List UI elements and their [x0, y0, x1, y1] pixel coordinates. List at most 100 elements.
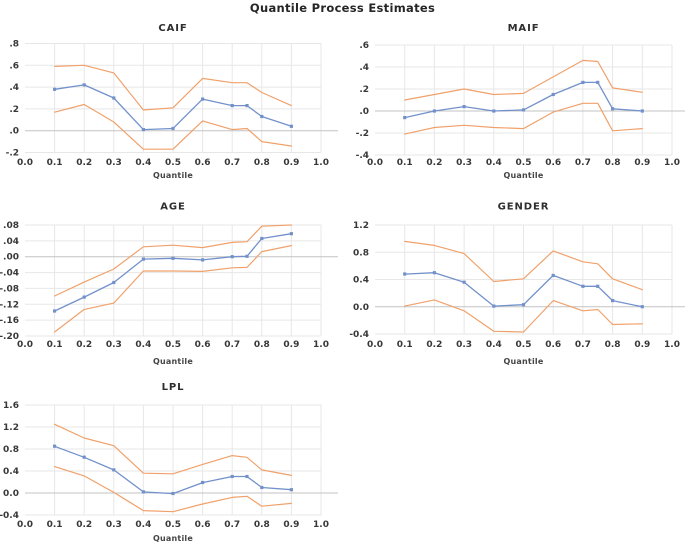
y-tick-label: -.20	[0, 332, 19, 342]
x-tick-label: 0.4	[135, 158, 151, 168]
x-tick-label: 0.9	[634, 158, 650, 168]
x-tick-label: 0.5	[165, 158, 181, 168]
x-tick-label: 0.8	[605, 340, 621, 350]
x-tick-label: 0.1	[397, 340, 413, 350]
y-tick-label: .2	[359, 85, 369, 95]
estimate-marker	[521, 108, 526, 112]
chart-title: CAIF	[158, 23, 187, 34]
y-tick-label: -.2	[6, 149, 19, 159]
y-tick-label: .6	[9, 61, 19, 71]
y-tick-label: .4	[359, 63, 369, 73]
y-tick-label: 0.4	[3, 467, 19, 477]
upper-band-line	[53, 423, 292, 476]
estimate-marker	[260, 236, 264, 241]
y-tick-label: 0.8	[353, 248, 369, 258]
estimate-marker	[640, 305, 644, 309]
estimate-marker	[171, 256, 175, 260]
estimate-marker	[230, 474, 234, 479]
chart-maif: .6 .4 .2 .0 -.2 -.40.0 0.1 0.2 0.3 0.4 0.5 0.6 0.7 0.…	[356, 23, 685, 180]
upper-band-line	[404, 240, 643, 291]
y-tick-label: -0.4	[0, 511, 19, 521]
x-tick-label: 0.2	[426, 340, 442, 350]
estimate-marker	[432, 109, 436, 113]
estimate-line	[53, 445, 293, 495]
x-tick-label: 0.7	[224, 520, 240, 530]
lower-band-line	[404, 102, 643, 135]
estimate-marker	[201, 480, 205, 485]
estimate-line	[53, 84, 293, 131]
y-tick-label: .04	[3, 237, 19, 247]
x-tick-label: 0.0	[367, 158, 383, 168]
estimate-marker	[521, 303, 526, 307]
estimate-marker	[432, 271, 436, 275]
x-tick-label: 1.0	[664, 340, 680, 350]
estimate-marker	[230, 255, 234, 259]
estimate-marker	[171, 491, 175, 496]
y-tick-label: -.16	[0, 316, 19, 326]
x-tick-label: 0.4	[135, 520, 151, 530]
y-tick-label: .8	[9, 40, 19, 50]
x-tick-label: 0.3	[456, 158, 472, 168]
estimate-marker	[141, 128, 145, 132]
estimate-marker	[53, 309, 57, 313]
estimate-marker	[201, 97, 205, 101]
estimate-marker	[82, 83, 86, 87]
estimate-marker	[260, 114, 264, 119]
y-tick-label: -.04	[0, 269, 19, 279]
x-tick-label: 0.6	[195, 340, 211, 350]
estimate-marker	[141, 490, 145, 494]
estimate-marker	[403, 272, 407, 276]
lower-band-line	[53, 103, 292, 150]
x-tick-label: 0.4	[486, 158, 502, 168]
estimate-marker	[462, 105, 466, 109]
estimate-marker	[462, 280, 466, 284]
x-tick-label: 0.0	[17, 340, 33, 350]
y-tick-label: -.12	[0, 300, 19, 310]
xaxis-title: Quantile	[153, 357, 193, 366]
estimate-marker	[82, 295, 86, 299]
estimate-marker	[640, 109, 644, 113]
y-tick-label: 1.2	[353, 221, 369, 231]
x-tick-label: 0.3	[106, 340, 122, 350]
estimate-marker	[141, 257, 145, 261]
estimate-marker	[53, 444, 57, 448]
chart-title: LPL	[162, 382, 185, 393]
x-tick-label: 0.8	[254, 158, 270, 168]
xaxis-title: Quantile	[153, 534, 193, 543]
x-tick-label: 1.0	[313, 520, 329, 530]
estimate-marker	[551, 92, 555, 97]
estimate-marker	[245, 104, 249, 108]
chart-title: GENDER	[498, 202, 550, 213]
x-tick-label: 0.2	[76, 340, 92, 350]
xaxis-title: Quantile	[504, 357, 544, 366]
estimate-marker	[611, 299, 615, 303]
x-tick-label: 0.7	[224, 158, 240, 168]
upper-band-line	[53, 64, 292, 111]
x-tick-label: 0.6	[545, 340, 561, 350]
x-tick-label: 0.2	[76, 158, 92, 168]
x-tick-label: 0.1	[47, 520, 63, 530]
y-tick-label: 1.2	[3, 423, 19, 433]
x-tick-label: 0.5	[516, 158, 532, 168]
estimate-marker	[581, 80, 585, 84]
chart-lpl: 1.61.20.80.40.0-0.40.0 0.1 0.2 0.3 0.4 0.5 0.6…	[0, 382, 338, 543]
estimate-line	[53, 233, 293, 312]
x-tick-label: 1.0	[313, 158, 329, 168]
x-tick-label: 0.0	[367, 340, 383, 350]
y-tick-label: .6	[359, 41, 369, 51]
chart-age: .08 .04 .00 -.04 -.08 -.12 -.16 -.200.0 0.1 0.2 0.…	[0, 202, 338, 366]
chart-title: MAIF	[508, 23, 540, 34]
estimate-marker	[289, 124, 293, 128]
estimate-marker	[230, 104, 234, 108]
chart-gender: 1.20.80.40.0-0.40.0 0.1 0.2 0.3 0.4 0.5 0.6 0.7…	[349, 202, 685, 366]
chart-caif: .8 .6 .4 .2 .0 -.20.0 0.1 0.2 0.3 0.4 0.5 0.6 0.7 0.8…	[6, 23, 338, 180]
lower-band-line	[53, 466, 292, 513]
estimate-marker	[112, 468, 116, 472]
x-tick-label: 0.3	[456, 340, 472, 350]
estimate-marker	[245, 254, 249, 258]
x-tick-label: 0.6	[195, 158, 211, 168]
estimate-marker	[112, 96, 116, 100]
x-tick-label: 0.9	[283, 158, 299, 168]
estimate-marker	[289, 488, 293, 492]
estimate-marker	[82, 455, 86, 459]
